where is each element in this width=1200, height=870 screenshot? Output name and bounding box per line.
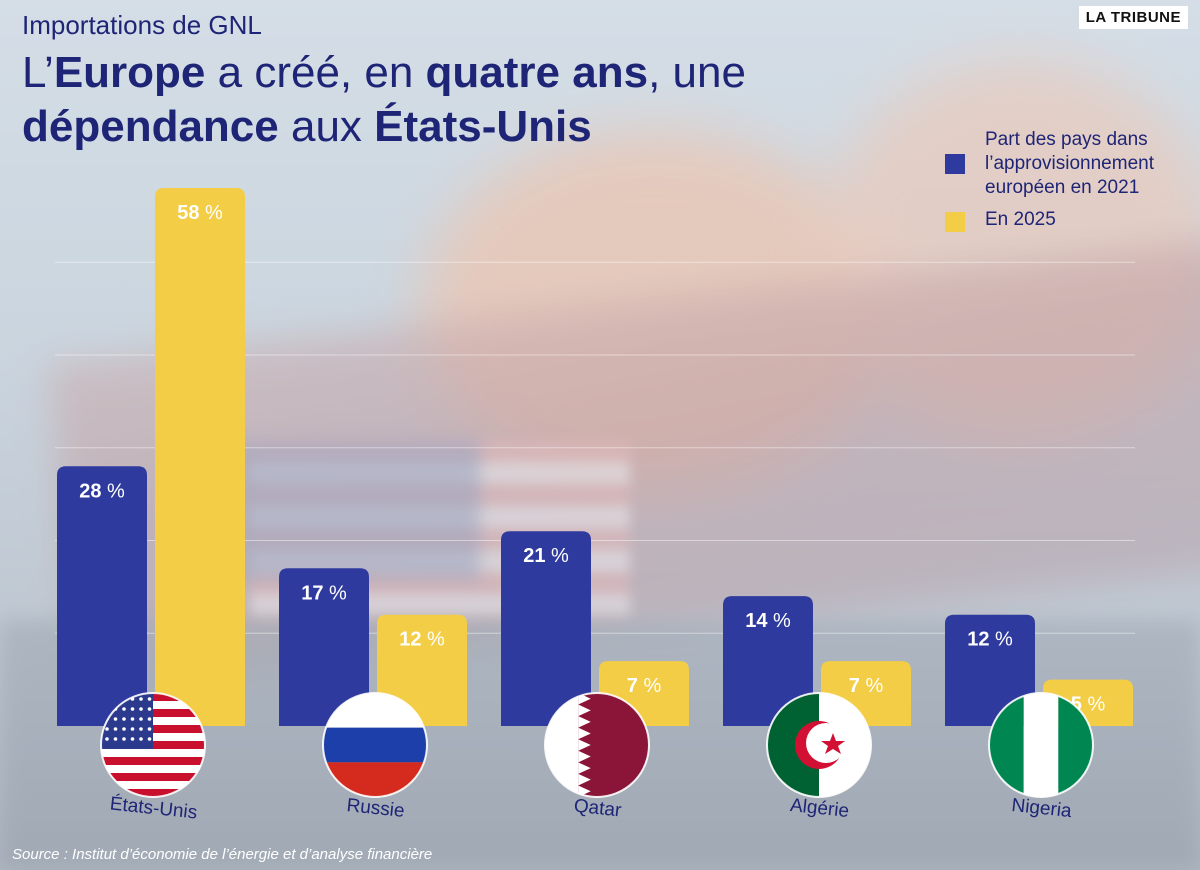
us-flag-icon [101, 693, 205, 797]
legend-label-2025: En 2025 [985, 209, 1056, 230]
flag-border [100, 692, 206, 798]
kicker: Importations de GNL [22, 10, 262, 40]
title-run: Europe [53, 48, 206, 97]
legend: Part des pays dans l’approvisionnement e… [945, 128, 1195, 232]
legend-label-2021: Part des pays dans l’approvisionnement e… [985, 129, 1154, 198]
title-run: États-Unis [374, 102, 592, 151]
brand-logo: LA TRIBUNE [1078, 6, 1188, 29]
title-run: aux [278, 102, 375, 151]
bar [57, 466, 147, 726]
title-line-1: L’Europe a créé, en quatre ans, une [22, 46, 746, 100]
source-note: Source : Institut d’économie de l’énergi… [12, 846, 433, 863]
qatar-flag-icon [545, 693, 649, 797]
legend-swatch-2025 [945, 212, 965, 232]
category-label: Nigeria [1011, 795, 1073, 822]
bar [945, 614, 1035, 726]
data-label: 14 % [745, 610, 791, 632]
legend-item-2021: Part des pays dans l’approvisionnement e… [945, 128, 1195, 208]
page-title: L’Europe a créé, en quatre ans, une dépe… [22, 46, 746, 154]
data-label: 7 % [627, 675, 662, 697]
data-label: 5 % [1071, 694, 1106, 716]
data-label: 12 % [967, 629, 1013, 651]
data-label: 21 % [523, 545, 569, 567]
flag-border [544, 692, 650, 798]
legend-item-2025: En 2025 [945, 208, 1195, 232]
data-label: 58 % [177, 202, 223, 224]
title-run: , une [648, 48, 746, 97]
title-run: dépendance [22, 102, 279, 151]
title-run: quatre ans [425, 48, 649, 97]
title-run: L’ [22, 48, 54, 97]
data-label: 17 % [301, 582, 347, 604]
flag-border [988, 692, 1094, 798]
category-label: Algérie [789, 795, 850, 822]
legend-swatch-2021 [945, 154, 965, 174]
data-label: 12 % [399, 629, 445, 651]
category-label: Qatar [573, 796, 623, 822]
flag-border [322, 692, 428, 798]
title-run: a créé, en [205, 48, 426, 97]
bar [279, 568, 369, 726]
data-label: 7 % [849, 675, 884, 697]
data-label: 28 % [79, 480, 125, 502]
bar [155, 188, 245, 726]
background-flag-canton [240, 440, 480, 580]
bar [501, 531, 591, 726]
category-label: États-Unis [109, 794, 198, 824]
category-label: Russie [346, 795, 406, 822]
bar [723, 596, 813, 726]
title-line-2: dépendance aux États-Unis [22, 100, 746, 154]
flag-border [766, 692, 872, 798]
